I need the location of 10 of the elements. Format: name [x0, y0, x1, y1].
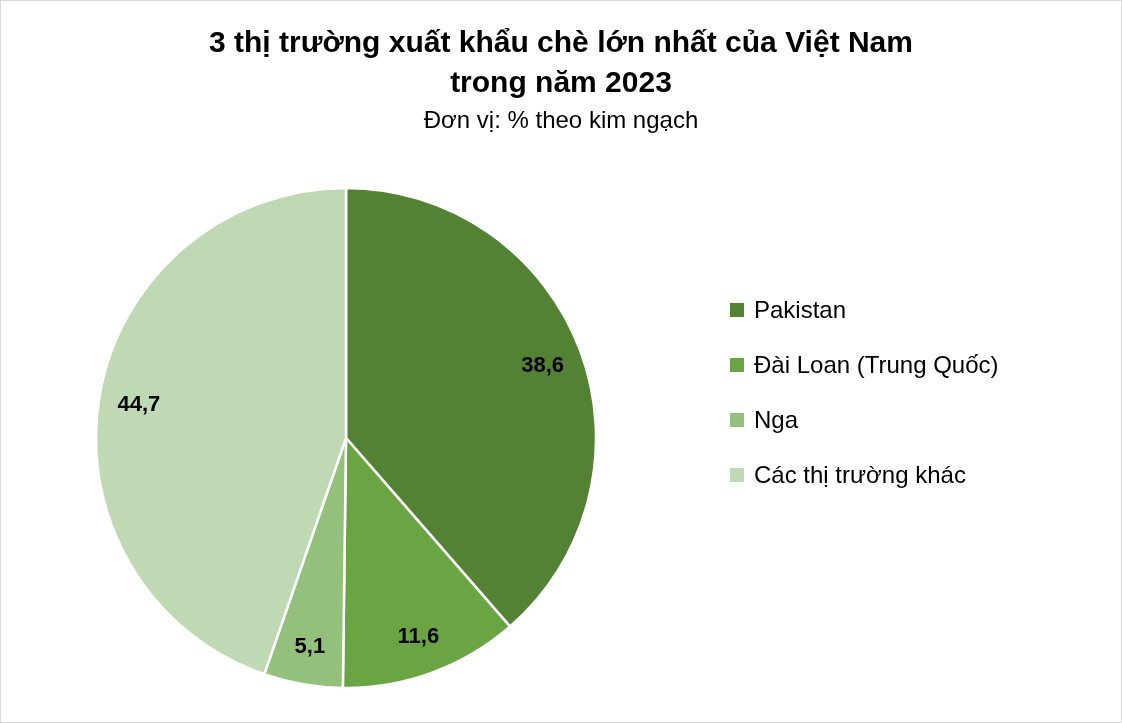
- data-label: 38,6: [521, 352, 565, 378]
- legend-label: Đài Loan (Trung Quốc): [754, 351, 999, 379]
- legend-label: Pakistan: [754, 296, 847, 324]
- chart-title: 3 thị trường xuất khẩu chè lớn nhất của Việt Nam trong năm 2023: [209, 25, 913, 98]
- legend-label: Các thị trường khác: [754, 461, 966, 489]
- data-label: 44,7: [117, 390, 161, 416]
- data-label: 11,6: [397, 622, 440, 648]
- legend-label: Nga: [754, 406, 799, 434]
- chart-subtitle: Đơn vị: % theo kim ngạch: [423, 106, 699, 133]
- data-label: 5,1: [294, 632, 326, 658]
